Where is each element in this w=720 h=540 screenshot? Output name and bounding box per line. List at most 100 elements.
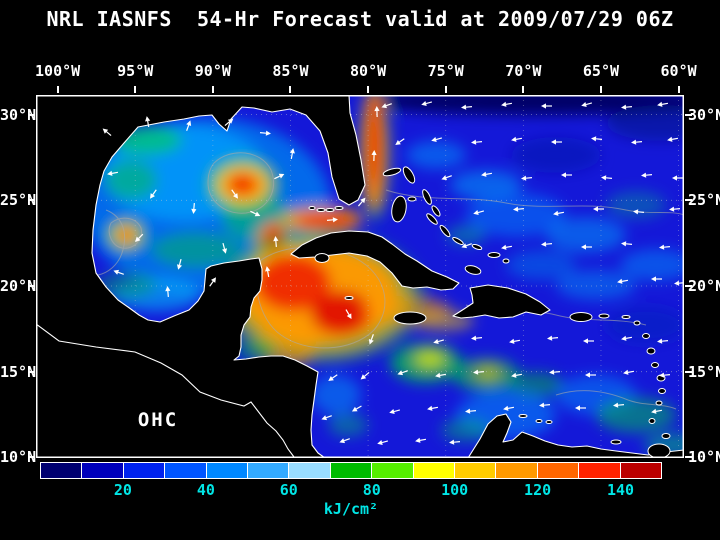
island-bahamas	[422, 189, 432, 205]
current-arrow	[231, 189, 239, 199]
island-turks	[502, 258, 510, 264]
current-arrow	[259, 130, 271, 136]
current-arrow	[541, 103, 552, 109]
colorbar-segment	[579, 463, 620, 478]
current-arrow	[551, 139, 562, 145]
current-arrow	[651, 276, 662, 282]
current-arrow	[521, 175, 533, 181]
current-arrow	[357, 197, 366, 207]
current-arrow	[176, 258, 182, 270]
current-arrow	[191, 202, 197, 214]
lon-tick-label: 60°W	[660, 62, 697, 80]
land-layer	[36, 95, 684, 458]
colorbar-segment	[123, 463, 165, 478]
current-arrow	[617, 278, 629, 284]
island-dominica	[651, 362, 659, 368]
page-title: NRL IASNFS 54-Hr Forecast valid at 2009/…	[46, 7, 674, 31]
colorbar-tick-label: 100	[441, 481, 469, 499]
heat-blob	[119, 229, 133, 241]
colorbar-segment	[82, 463, 123, 478]
island-bahamas	[426, 213, 438, 225]
current-arrow	[667, 136, 679, 142]
colorbar-segment	[206, 463, 248, 478]
heat-blob	[556, 270, 636, 300]
lat-tick-mark-right	[685, 456, 692, 459]
island-bahamas	[391, 195, 407, 223]
current-arrow	[433, 339, 445, 345]
current-arrow	[339, 438, 350, 444]
current-arrow	[633, 209, 645, 215]
current-arrow	[473, 210, 485, 216]
current-arrow	[511, 136, 523, 142]
colorbar-segment	[41, 463, 82, 478]
lat-tick-label-right: 25°N	[688, 191, 720, 210]
island-puerto-rico	[569, 312, 593, 322]
island-isla-juventud	[314, 253, 330, 263]
current-arrow	[345, 309, 352, 320]
current-arrow	[561, 172, 572, 178]
lat-tick-label-left: 10°N	[0, 448, 37, 467]
lon-tick-label: 90°W	[194, 62, 231, 80]
current-arrow	[549, 369, 561, 375]
current-arrow	[321, 415, 332, 421]
lon-tick-mark	[56, 86, 59, 93]
island-margarita	[610, 439, 622, 445]
island-bonaire	[545, 420, 553, 424]
lat-tick-mark-right	[685, 370, 692, 373]
current-arrow	[465, 408, 477, 414]
current-arrow	[669, 206, 681, 212]
island-lesser-antilles	[621, 315, 631, 319]
current-arrow	[553, 210, 565, 216]
island-bahamas	[439, 224, 451, 238]
lat-tick-mark-left	[28, 199, 35, 202]
lon-tick-mark	[134, 86, 137, 93]
heat-blob	[620, 249, 684, 281]
island-aruba	[518, 414, 528, 418]
lat-tick-mark-right	[685, 199, 692, 202]
island-curacao	[535, 419, 543, 423]
heat-blob	[511, 137, 601, 173]
heat-blob	[369, 95, 381, 188]
current-arrow	[145, 116, 151, 128]
current-arrow	[149, 189, 157, 199]
current-arrow	[541, 241, 553, 247]
current-arrow	[503, 405, 515, 411]
colorbar-unit-label: kJ/cm²	[323, 500, 379, 518]
current-arrow	[539, 402, 551, 408]
current-arrow	[623, 369, 635, 375]
current-arrow	[326, 217, 338, 223]
land-north-central-america	[36, 95, 366, 458]
lon-tick-mark	[522, 86, 525, 93]
colorbar-segment	[248, 463, 289, 478]
lon-tick-label: 85°W	[272, 62, 309, 80]
current-arrow	[328, 374, 338, 382]
current-arrow	[601, 175, 613, 181]
lon-tick-mark	[367, 86, 370, 93]
colorbar-segment	[413, 463, 455, 478]
heat-blob	[361, 95, 684, 115]
island-st-vincent	[655, 400, 663, 406]
island-virgin-islands	[598, 313, 610, 319]
colorbar-segment	[455, 463, 496, 478]
heat-blob	[606, 191, 666, 219]
current-arrow	[575, 405, 586, 411]
island-great-inagua	[464, 265, 482, 275]
colorbar-tick-label: 80	[362, 481, 381, 499]
lon-tick-mark	[289, 86, 292, 93]
lat-tick-mark-left	[28, 113, 35, 116]
heat-blob	[255, 255, 331, 311]
lon-tick-label: 65°W	[582, 62, 620, 80]
colorbar-segment	[372, 463, 413, 478]
current-arrow	[441, 175, 452, 181]
island-florida-keys	[308, 206, 316, 210]
current-arrow	[274, 173, 285, 180]
current-vector-arrows	[102, 101, 684, 446]
current-arrow	[473, 369, 485, 375]
heat-blob	[311, 375, 361, 415]
lat-tick-mark-left	[28, 370, 35, 373]
current-arrow	[397, 370, 408, 376]
heat-blob	[297, 214, 357, 228]
current-arrow	[421, 101, 433, 107]
current-arrow	[593, 206, 604, 212]
